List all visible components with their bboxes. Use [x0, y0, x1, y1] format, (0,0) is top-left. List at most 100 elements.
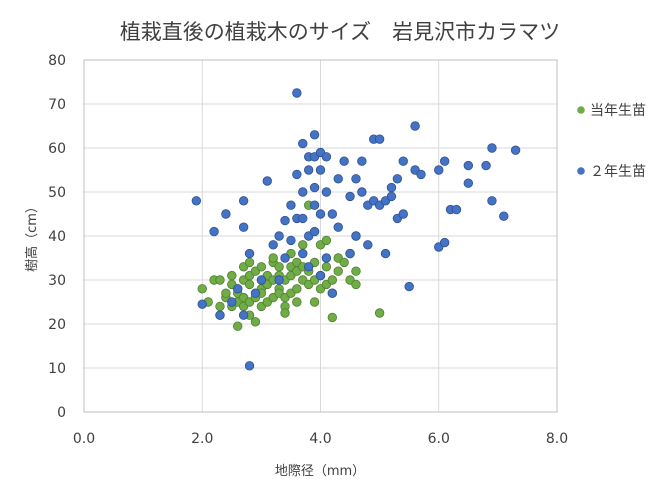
data-point	[298, 213, 308, 224]
data-point	[357, 187, 367, 197]
data-point	[481, 160, 491, 171]
data-point	[274, 231, 284, 241]
data-point	[221, 288, 231, 298]
legend-label-series-2: ２年生苗	[590, 164, 646, 180]
data-point	[280, 215, 290, 226]
data-point	[315, 270, 326, 281]
data-point	[309, 297, 320, 307]
data-point	[268, 240, 278, 250]
y-tick-label: 40	[48, 229, 66, 245]
data-point	[374, 134, 385, 144]
data-point	[386, 182, 397, 193]
data-point	[339, 156, 349, 166]
x-tick-label: 6.0	[428, 431, 450, 447]
data-point	[256, 275, 267, 285]
data-point	[274, 262, 284, 272]
data-point	[386, 191, 397, 202]
chart-title: 植栽直後の植栽木のサイズ 岩見沢市カラマツ	[120, 20, 560, 44]
gridlines	[83, 59, 558, 413]
y-tick-label: 70	[48, 97, 66, 113]
data-point	[321, 152, 332, 162]
y-axis-ticks: 0 10 20 30 40 50 60 70 80	[48, 53, 66, 421]
y-tick-label: 10	[48, 361, 66, 377]
data-point	[345, 191, 355, 202]
data-point	[315, 165, 326, 175]
data-point	[215, 310, 225, 320]
data-point	[215, 275, 225, 285]
data-point	[363, 240, 373, 250]
data-point	[487, 196, 497, 206]
data-point	[463, 160, 474, 171]
data-point	[487, 143, 497, 153]
data-point	[351, 231, 361, 241]
data-point	[244, 248, 255, 259]
data-point	[298, 240, 308, 250]
data-point	[298, 248, 308, 259]
data-points	[191, 88, 521, 371]
data-point	[250, 288, 261, 298]
data-point	[197, 299, 207, 309]
data-point	[380, 248, 391, 259]
y-axis-title: 樹高（cm）	[24, 200, 40, 272]
data-point	[244, 279, 255, 290]
x-tick-label: 0.0	[73, 431, 95, 447]
data-point	[315, 209, 326, 219]
data-point	[286, 200, 296, 210]
data-point	[398, 156, 408, 166]
data-point	[327, 312, 338, 323]
data-point	[238, 222, 249, 232]
data-point	[439, 156, 450, 166]
data-point	[327, 288, 338, 298]
x-tick-label: 8.0	[546, 431, 568, 447]
data-point	[209, 226, 219, 237]
data-point	[197, 284, 207, 294]
legend-marker-series-2	[577, 167, 585, 175]
data-point	[280, 253, 290, 263]
data-point	[404, 281, 414, 292]
data-point	[286, 235, 296, 246]
data-point	[357, 156, 367, 166]
y-tick-label: 0	[57, 405, 66, 421]
data-point	[434, 165, 444, 175]
data-point	[321, 187, 332, 197]
data-point	[333, 222, 343, 232]
data-point	[274, 275, 284, 285]
series-2-points	[191, 88, 521, 371]
data-point	[292, 88, 302, 98]
data-point	[321, 235, 332, 246]
data-point	[303, 165, 314, 175]
data-point	[303, 262, 314, 272]
data-point	[262, 176, 272, 186]
data-point	[244, 361, 255, 371]
data-point	[227, 297, 237, 307]
data-point	[268, 253, 278, 263]
data-point	[309, 226, 320, 237]
data-point	[339, 257, 349, 268]
data-point	[351, 174, 361, 184]
x-axis-title: 地際径（mm）	[275, 464, 365, 479]
data-point	[510, 145, 521, 155]
data-point	[298, 138, 308, 149]
y-tick-label: 60	[48, 141, 66, 157]
data-point	[327, 275, 338, 285]
y-tick-label: 20	[48, 317, 66, 333]
data-point	[215, 301, 225, 312]
data-point	[298, 187, 308, 197]
data-point	[238, 310, 249, 320]
data-point	[499, 211, 509, 221]
data-point	[416, 169, 426, 180]
data-point	[451, 204, 462, 215]
data-point	[292, 297, 302, 307]
data-point	[333, 266, 343, 276]
plot-area	[83, 59, 558, 413]
data-point	[309, 182, 320, 193]
data-point	[309, 200, 320, 210]
legend-marker-series-1	[577, 106, 585, 114]
data-point	[345, 248, 355, 259]
y-tick-label: 50	[48, 185, 66, 201]
data-point	[463, 178, 474, 188]
data-point	[233, 284, 243, 294]
data-point	[233, 321, 243, 331]
data-point	[333, 174, 343, 184]
